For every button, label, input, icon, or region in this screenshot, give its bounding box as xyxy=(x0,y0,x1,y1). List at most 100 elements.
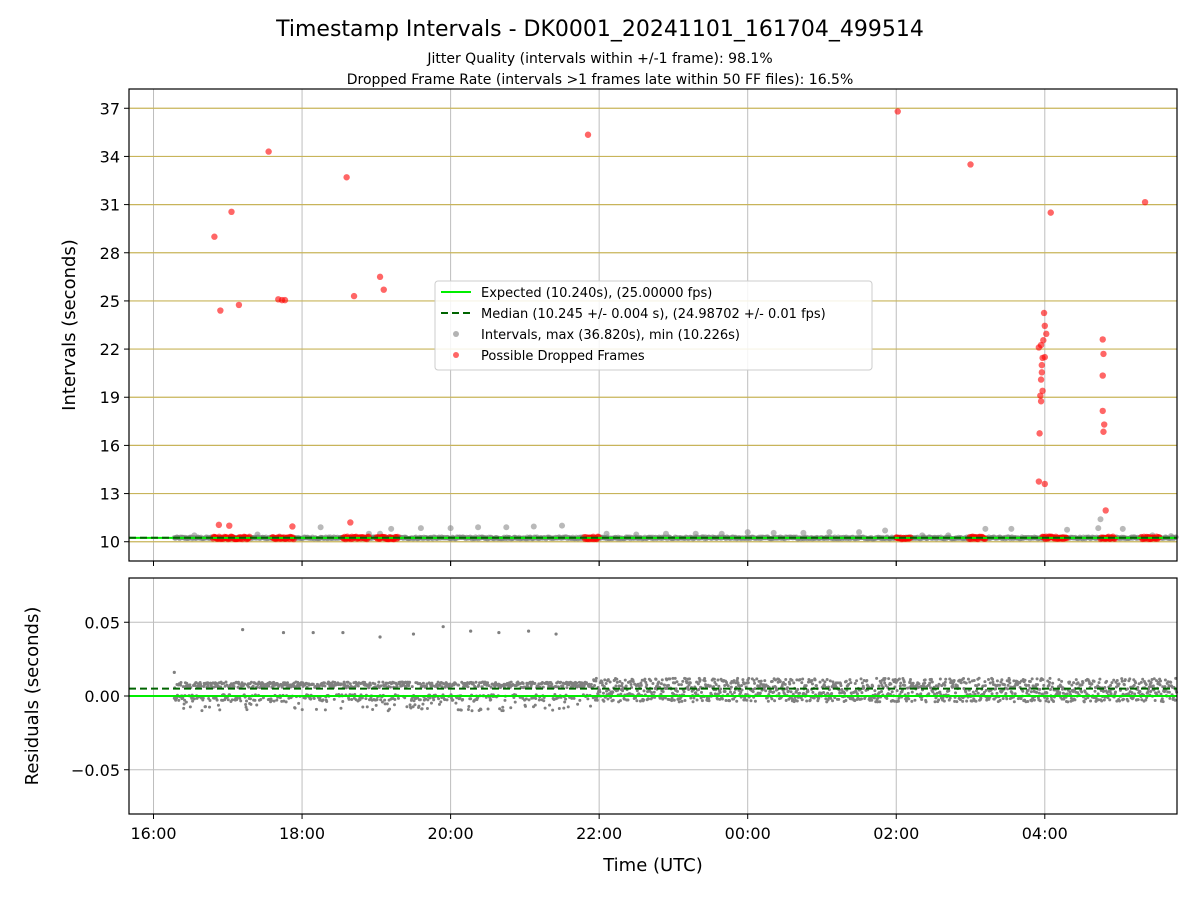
residual-point xyxy=(1038,699,1042,703)
residual-point xyxy=(1048,681,1052,685)
residual-point xyxy=(753,687,757,691)
residual-point xyxy=(883,676,887,680)
residual-point xyxy=(1000,678,1004,682)
residual-point xyxy=(689,696,693,700)
residual-point xyxy=(822,691,826,695)
residual-point xyxy=(855,679,859,683)
residual-point xyxy=(572,696,576,700)
residual-point xyxy=(1159,679,1163,683)
residual-point xyxy=(199,684,203,688)
residual-point xyxy=(215,698,219,702)
residual-point xyxy=(892,699,896,703)
residual-point xyxy=(312,696,316,700)
residual-point xyxy=(215,681,219,685)
residual-point xyxy=(800,698,804,702)
dropped-frame-point xyxy=(1037,392,1044,399)
residual-point xyxy=(1023,678,1027,682)
residual-point xyxy=(1114,690,1118,694)
residual-point xyxy=(383,702,387,706)
intervals-y-tick-label: 25 xyxy=(100,292,120,311)
x-tick-label: 02:00 xyxy=(873,824,919,843)
residual-point xyxy=(436,680,440,684)
residual-point xyxy=(931,690,935,694)
residual-point xyxy=(241,628,245,632)
dropped-frame-point xyxy=(1100,428,1107,435)
residual-point xyxy=(407,684,411,688)
residual-point xyxy=(947,689,951,693)
residual-point xyxy=(741,678,745,682)
residual-point xyxy=(611,690,615,694)
residual-point xyxy=(798,678,802,682)
residual-point xyxy=(726,684,730,688)
residual-point xyxy=(896,699,900,703)
residual-point xyxy=(1147,679,1151,683)
residual-point xyxy=(673,676,677,680)
residual-point xyxy=(749,699,753,703)
residual-point xyxy=(524,697,528,701)
residual-point xyxy=(1163,690,1167,694)
residual-point xyxy=(1038,687,1042,691)
residual-point xyxy=(561,684,565,688)
residual-point xyxy=(697,687,701,691)
residual-point xyxy=(275,698,279,702)
residual-point xyxy=(1122,697,1126,701)
residual-point xyxy=(626,698,630,702)
residual-point xyxy=(1123,678,1127,682)
residual-point xyxy=(249,680,253,684)
residual-point xyxy=(923,678,927,682)
residual-point xyxy=(1032,698,1036,702)
residual-point xyxy=(897,677,901,681)
residual-point xyxy=(800,681,804,685)
residual-point xyxy=(826,691,830,695)
residual-point xyxy=(772,690,776,694)
residual-point xyxy=(253,698,257,702)
residual-point xyxy=(1133,692,1137,696)
residual-point xyxy=(624,684,628,688)
residual-point xyxy=(604,681,608,685)
x-tick-label: 04:00 xyxy=(1022,824,1068,843)
interval-point xyxy=(388,525,395,532)
interval-point xyxy=(530,523,537,530)
residual-point xyxy=(346,680,350,684)
residual-point xyxy=(1167,690,1171,694)
residual-point xyxy=(1066,700,1070,704)
residual-point xyxy=(1068,690,1072,694)
residual-point xyxy=(526,629,531,633)
residual-point xyxy=(1050,685,1054,689)
residual-point xyxy=(1139,680,1143,684)
residual-point xyxy=(1047,700,1051,704)
residual-point xyxy=(1158,683,1162,687)
dropped-frame-point xyxy=(380,286,387,293)
residual-point xyxy=(1097,698,1101,702)
residual-point xyxy=(983,684,987,688)
interval-point xyxy=(1095,525,1102,532)
residual-point xyxy=(877,691,881,695)
residual-point xyxy=(419,682,423,686)
residual-point xyxy=(1040,692,1044,696)
residual-point xyxy=(810,682,814,686)
residual-point xyxy=(681,679,685,683)
residual-point xyxy=(876,700,880,704)
residual-point xyxy=(965,699,969,703)
residual-point xyxy=(679,683,683,687)
residual-point xyxy=(374,703,378,707)
residual-point xyxy=(321,684,325,688)
residual-point xyxy=(951,682,955,686)
residual-point xyxy=(501,709,505,713)
residual-point xyxy=(458,696,462,700)
residual-point xyxy=(489,698,493,702)
residual-point xyxy=(972,679,976,683)
residual-point xyxy=(988,681,992,685)
intervals-y-tick-label: 19 xyxy=(100,388,120,407)
residual-point xyxy=(848,678,852,682)
residual-point xyxy=(930,680,934,684)
residual-point xyxy=(405,705,409,709)
residual-point xyxy=(172,670,176,675)
residual-point xyxy=(1109,683,1113,687)
residual-point xyxy=(413,703,417,707)
residual-point xyxy=(718,690,722,694)
residual-point xyxy=(595,698,599,702)
residual-point xyxy=(1097,681,1101,685)
residual-point xyxy=(601,691,605,695)
residual-point xyxy=(828,679,832,683)
